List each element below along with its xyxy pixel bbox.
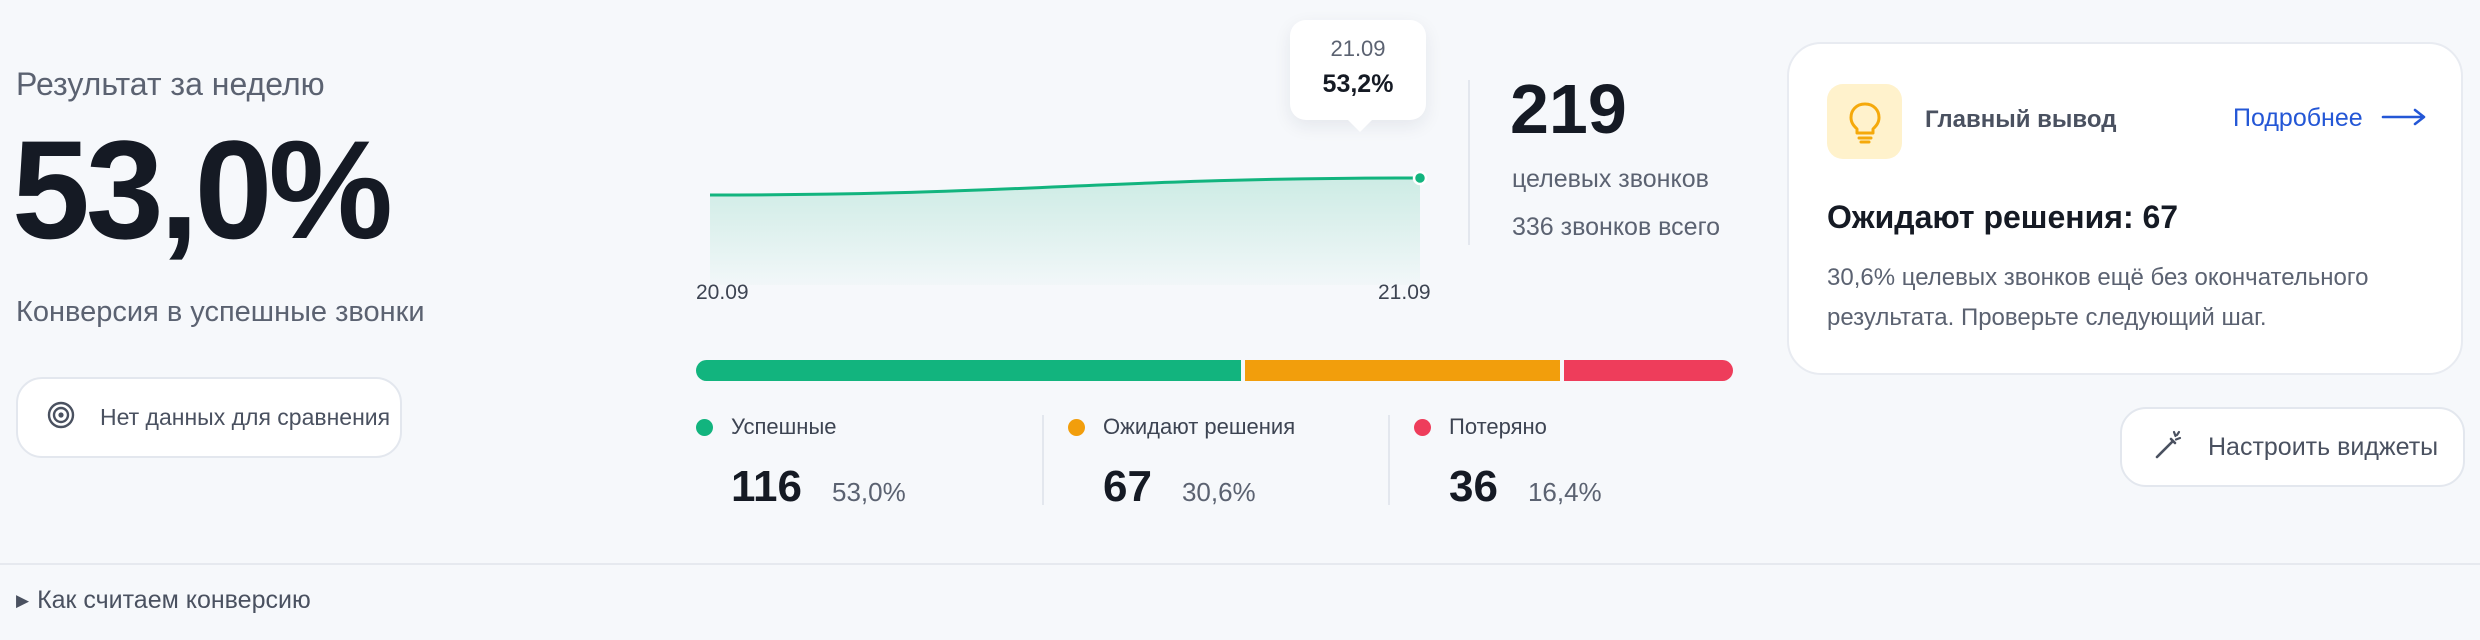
insight-title: Главный вывод	[1925, 106, 2117, 133]
stat-count: 36	[1449, 462, 1498, 511]
more-link-label: Подробнее	[2233, 104, 2363, 132]
arrow-right-icon	[2381, 104, 2427, 133]
stat-percent: 16,4%	[1527, 477, 1602, 507]
no-comparison-label: Нет данных для сравнения	[100, 404, 391, 430]
trend-area	[710, 178, 1420, 285]
divider	[1042, 415, 1044, 505]
progress-segment	[1564, 360, 1733, 381]
stat-label: Потеряно	[1449, 414, 1547, 439]
divider	[1388, 415, 1390, 505]
insight-body: 30,6% целевых звонков ещё без окончатель…	[1827, 264, 2369, 331]
divider	[1468, 80, 1470, 245]
status-dot	[1414, 418, 1431, 436]
trend-point	[1412, 170, 1428, 186]
triangle-right-icon: ▶	[16, 590, 30, 610]
stat-count: 116	[731, 462, 802, 511]
insight-card: Главный вывод Подробнее Ожидают решения:…	[1787, 42, 2463, 375]
status-dot	[696, 418, 713, 436]
insight-headline: Ожидают решения: 67	[1827, 199, 2179, 235]
no-comparison-chip[interactable]: Нет данных для сравнения	[16, 377, 402, 458]
trend-line	[709, 176, 1421, 197]
conversion-value: 53,0%	[12, 111, 393, 268]
stat-label: Ожидают решения	[1103, 414, 1296, 439]
trend-chart	[709, 170, 1428, 285]
target-calls-count: 219	[1510, 70, 1627, 148]
tooltip-date: 21.09	[1330, 36, 1386, 61]
target-icon	[46, 400, 76, 435]
progress-segment	[1245, 360, 1561, 381]
how-we-count-label: Как считаем конверсию	[37, 586, 311, 614]
progress-segment	[696, 360, 1242, 381]
more-link[interactable]: Подробнее	[2233, 104, 2427, 133]
wand-icon	[2152, 428, 2186, 467]
period-title: Результат за неделю	[16, 66, 325, 102]
all-calls-label: 336 звонков всего	[1512, 213, 1721, 241]
x-tick-label: 20.09	[696, 281, 749, 304]
conversion-label: Конверсия в успешные звонки	[16, 296, 425, 328]
tooltip-value: 53,2%	[1322, 70, 1394, 98]
configure-widgets-label: Настроить виджеты	[2208, 432, 2439, 461]
how-we-count-toggle[interactable]: ▶ Как считаем конверсию	[16, 586, 311, 615]
target-calls-label: целевых звонков	[1512, 165, 1709, 193]
stat-label: Успешные	[731, 414, 837, 439]
stat-pending: Ожидают решения 67 30,6%	[1068, 414, 1296, 511]
stat-count: 67	[1103, 462, 1152, 511]
configure-widgets-button[interactable]: Настроить виджеты	[2120, 407, 2465, 487]
outcome-progress-bar	[696, 360, 1733, 381]
lightbulb-icon	[1827, 84, 1902, 159]
chart-tooltip: 21.09 53,2%	[1290, 20, 1426, 132]
footer-divider	[0, 563, 2480, 565]
stat-lost: Потеряно 36 16,4%	[1414, 414, 1602, 511]
stat-successful: Успешные 116 53,0%	[696, 414, 906, 511]
status-dot	[1068, 418, 1085, 436]
stat-percent: 53,0%	[831, 477, 906, 507]
x-tick-label: 21.09	[1378, 281, 1431, 304]
stat-percent: 30,6%	[1181, 477, 1256, 507]
